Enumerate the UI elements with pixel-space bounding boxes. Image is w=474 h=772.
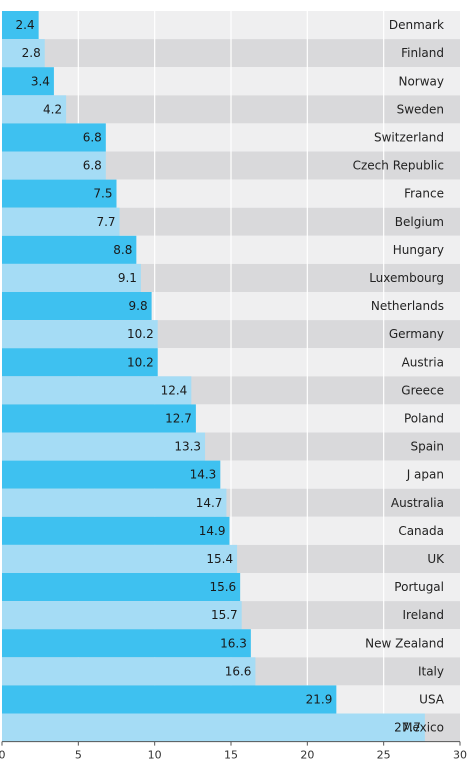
category-label: Finland	[401, 46, 444, 60]
category-label: Australia	[391, 496, 444, 510]
category-label: Norway	[398, 74, 444, 88]
category-label: Poland	[404, 411, 444, 425]
value-label: 12.4	[161, 383, 188, 397]
value-label: 6.8	[83, 159, 102, 173]
bar	[2, 573, 241, 602]
bar	[2, 67, 54, 96]
value-label: 15.6	[209, 580, 236, 594]
value-label: 10.2	[127, 327, 154, 341]
bar	[2, 151, 106, 180]
category-label: Switzerland	[374, 130, 444, 144]
bar	[2, 207, 120, 236]
bar	[2, 39, 45, 68]
value-labels: 2.4 2.8 3.4 4.2 6.8 6.8 7.5 7.7 8.8 9.1 9.8 10.2 10.…	[16, 18, 421, 735]
category-label: Czech Republic	[353, 159, 444, 173]
value-label: 7.5	[93, 187, 112, 201]
category-label: Germany	[389, 327, 444, 341]
bar	[2, 95, 67, 124]
bar	[2, 488, 227, 517]
x-tick-label: 25	[377, 749, 391, 762]
x-tick-label: 10	[148, 749, 162, 762]
category-label: Austria	[402, 355, 444, 369]
value-label: 9.1	[118, 271, 137, 285]
category-label: Canada	[398, 524, 444, 538]
bar	[2, 657, 256, 686]
x-tick-label: 20	[300, 749, 314, 762]
value-label: 21.9	[306, 692, 333, 706]
bar	[2, 404, 196, 433]
value-label: 10.2	[127, 355, 154, 369]
value-label: 8.8	[113, 243, 132, 257]
value-label: 14.3	[190, 468, 217, 482]
value-label: 2.4	[16, 18, 35, 32]
value-label: 16.3	[220, 636, 247, 650]
bars	[2, 11, 425, 742]
category-label: Mexico	[402, 721, 444, 735]
category-label: Spain	[410, 440, 444, 454]
category-label: USA	[419, 692, 445, 706]
category-label: UK	[427, 552, 445, 566]
bar	[2, 123, 106, 152]
bar	[2, 376, 192, 405]
bar	[2, 685, 337, 714]
bar	[2, 516, 230, 545]
bar	[2, 460, 221, 489]
category-label: Sweden	[397, 102, 444, 116]
bar	[2, 713, 425, 742]
category-label: Denmark	[389, 18, 444, 32]
bar	[2, 179, 117, 208]
category-label: Netherlands	[371, 299, 444, 313]
category-label: Luxembourg	[369, 271, 444, 285]
bar	[2, 320, 158, 349]
bar	[2, 263, 141, 292]
value-label: 3.4	[31, 74, 50, 88]
value-label: 27.7	[394, 721, 421, 735]
value-label: 9.8	[129, 299, 148, 313]
bar	[2, 601, 242, 630]
x-tick-label: 30	[453, 749, 467, 762]
bar	[2, 292, 152, 321]
bar	[2, 629, 251, 658]
value-label: 4.2	[43, 102, 62, 116]
value-label: 13.3	[174, 440, 201, 454]
value-label: 2.8	[22, 46, 41, 60]
x-tick-label: 0	[0, 749, 6, 762]
category-label: Greece	[401, 383, 444, 397]
category-labels: Denmark Finland Norway Sweden Switzerland Cze…	[353, 18, 446, 735]
category-label: Hungary	[393, 243, 444, 257]
value-label: 16.6	[225, 664, 252, 678]
value-label: 12.7	[165, 411, 192, 425]
value-label: 15.4	[206, 552, 233, 566]
x-tick-label: 5	[75, 749, 82, 762]
bar	[2, 432, 206, 461]
category-label: France	[404, 187, 444, 201]
category-label: J apan	[406, 468, 444, 482]
category-label: New Zealand	[365, 636, 444, 650]
x-axis: 0 5 10 15 20 25 30	[0, 741, 467, 762]
value-label: 7.7	[96, 215, 115, 229]
category-label: Belgium	[395, 215, 444, 229]
bar	[2, 544, 238, 573]
category-label: Portugal	[394, 580, 444, 594]
bar	[2, 235, 137, 264]
value-label: 14.9	[199, 524, 226, 538]
bar	[2, 348, 158, 377]
category-label: Italy	[418, 664, 444, 678]
bar	[2, 11, 39, 40]
value-label: 6.8	[83, 130, 102, 144]
category-label: Ireland	[402, 608, 444, 622]
value-label: 15.7	[211, 608, 238, 622]
value-label: 14.7	[196, 496, 223, 510]
x-tick-label: 15	[224, 749, 238, 762]
